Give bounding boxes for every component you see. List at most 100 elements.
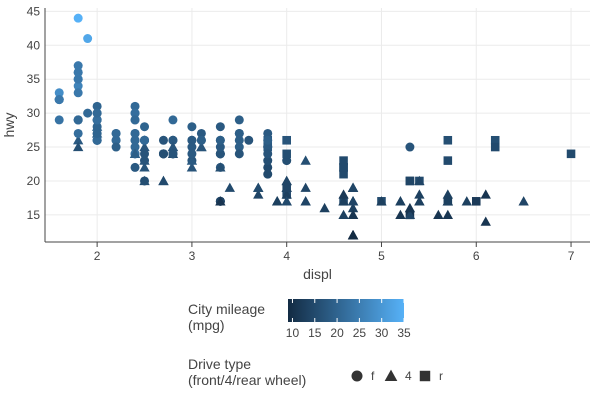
data-point <box>72 135 84 145</box>
shape-legend-key <box>419 370 431 382</box>
data-point <box>54 88 64 98</box>
data-point <box>140 149 150 159</box>
data-point <box>92 101 102 111</box>
data-point <box>281 189 292 199</box>
data-point <box>130 128 140 138</box>
data-point <box>139 162 150 172</box>
y-tick-label: 20 <box>27 174 41 188</box>
data-point <box>253 182 264 192</box>
data-point <box>263 135 273 145</box>
data-point <box>347 209 359 220</box>
data-point <box>253 189 264 199</box>
data-point <box>187 135 197 145</box>
data-point <box>405 142 415 152</box>
data-point <box>168 135 178 145</box>
x-tick-label: 4 <box>283 249 290 263</box>
data-point <box>234 149 244 159</box>
data-point <box>281 182 292 192</box>
data-point <box>73 81 83 91</box>
data-point <box>111 128 121 138</box>
color-legend-ticks: 10 15 20 25 30 35 <box>286 299 411 340</box>
data-point <box>73 61 83 71</box>
y-tick-label: 40 <box>27 38 41 52</box>
data-point <box>263 162 273 172</box>
data-point <box>158 135 168 145</box>
data-point <box>73 88 83 98</box>
y-tick-label: 35 <box>27 72 41 86</box>
data-point <box>111 135 121 145</box>
data-point <box>338 196 349 206</box>
data-point <box>73 67 83 77</box>
x-axis-title: displ <box>303 266 332 282</box>
data-point <box>73 115 83 125</box>
data-point <box>263 128 273 138</box>
data-point <box>263 156 273 166</box>
color-legend-bar <box>288 299 404 322</box>
color-legend-title-line-1: City mileage <box>188 301 265 317</box>
data-point <box>272 196 283 206</box>
data-point <box>73 13 83 23</box>
data-point <box>130 108 140 118</box>
data-point <box>168 115 178 125</box>
shape-legend-title-line-1: Drive type <box>188 356 251 372</box>
data-point <box>140 135 150 145</box>
data-point <box>471 197 481 206</box>
data-point <box>442 209 454 220</box>
data-point <box>442 189 454 199</box>
data-point <box>281 175 292 186</box>
data-point <box>139 175 150 186</box>
y-axis-title: hwy <box>1 113 17 138</box>
data-point <box>518 196 529 206</box>
y-tick-label: 15 <box>27 208 41 222</box>
data-point <box>72 141 84 152</box>
x-tick-label: 7 <box>568 249 575 263</box>
data-point <box>92 122 102 132</box>
data-point <box>404 202 416 213</box>
data-point <box>130 115 140 125</box>
data-point <box>338 209 349 220</box>
data-point <box>139 141 150 152</box>
data-point <box>140 122 150 132</box>
data-point <box>395 209 406 220</box>
data-point <box>215 135 225 145</box>
data-point <box>83 108 93 118</box>
y-tick-label: 25 <box>27 140 41 154</box>
data-point <box>339 169 348 179</box>
data-point <box>130 142 140 152</box>
data-point <box>234 128 244 138</box>
data-point <box>54 95 64 105</box>
x-tick-label: 6 <box>473 249 480 263</box>
data-point <box>300 155 311 165</box>
y-tick-label: 45 <box>27 4 41 18</box>
data-point <box>187 149 197 159</box>
data-point <box>300 196 311 206</box>
data-point <box>490 135 500 145</box>
data-point <box>443 156 453 165</box>
data-point <box>92 135 102 145</box>
data-point <box>282 135 291 145</box>
data-point <box>338 189 349 199</box>
shape-legend-label: 4 <box>405 369 412 383</box>
data-point <box>442 196 454 206</box>
data-point <box>347 182 359 192</box>
data-point <box>158 149 168 159</box>
data-point <box>129 148 141 158</box>
data-point <box>281 196 292 206</box>
data-point <box>92 128 102 138</box>
data-point <box>187 122 197 132</box>
data-point <box>167 141 179 152</box>
data-point <box>566 149 576 159</box>
data-point <box>339 156 348 165</box>
data-point <box>130 135 140 145</box>
data-point <box>395 196 406 206</box>
data-point <box>130 162 140 172</box>
data-points <box>54 13 576 240</box>
color-legend-tick-label: 10 <box>286 326 300 340</box>
data-point <box>480 216 491 226</box>
data-point <box>414 189 425 199</box>
data-point <box>376 196 387 206</box>
data-point <box>480 189 491 199</box>
shape-legend-key <box>384 369 398 382</box>
data-point <box>130 101 140 111</box>
